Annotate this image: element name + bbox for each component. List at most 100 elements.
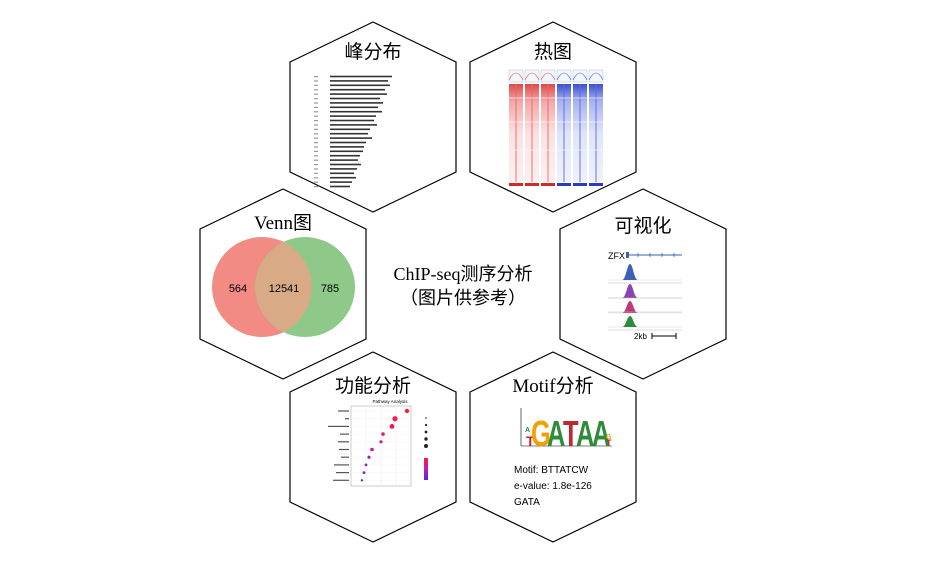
peak-row-label xyxy=(314,168,318,170)
peak-row-bar xyxy=(330,150,363,153)
pathway-dot xyxy=(389,424,395,429)
peak-row-label xyxy=(314,106,318,108)
motif-letter: A xyxy=(576,414,594,454)
legend-size-dot xyxy=(424,430,428,434)
pathway-label xyxy=(334,464,349,466)
motif-line: Motif: BTTATCW xyxy=(514,465,589,476)
signal-peak xyxy=(622,284,638,298)
peak-row-bar xyxy=(330,141,366,144)
peak-row-label xyxy=(314,137,318,139)
peak-row-label xyxy=(314,142,318,144)
pathway-label xyxy=(336,472,349,474)
heatmap-colorbar xyxy=(541,183,555,186)
heatmap-column xyxy=(589,84,603,182)
peak-row-bar xyxy=(330,159,358,161)
peak-title: 峰分布 xyxy=(344,41,401,63)
heatmap-profile xyxy=(588,69,604,83)
peak-row-bar xyxy=(330,172,354,175)
viz-title: 可视化 xyxy=(614,215,671,237)
heatmap-title: 热图 xyxy=(534,41,572,63)
dotplot-title: Pathway Analysis xyxy=(372,399,408,404)
heatmap-colorbar xyxy=(509,183,523,186)
venn-diagram: 564 12541 785 xyxy=(212,237,355,337)
pathway-dot xyxy=(381,432,385,436)
motif-letter: T xyxy=(563,414,579,454)
peak-row-bar xyxy=(330,75,392,78)
peak-row-bar xyxy=(330,137,372,139)
track-visualization: ZFX 2kb xyxy=(608,251,682,341)
func-title: 功能分析 xyxy=(335,375,411,397)
pathway-label xyxy=(340,433,349,435)
svg-text:G: G xyxy=(606,434,612,441)
heatmap-colorbar xyxy=(589,183,603,186)
peak-row-bar xyxy=(330,119,374,122)
center-subtitle: （图片供参考） xyxy=(400,288,526,308)
peak-row-bar xyxy=(330,110,382,113)
peak-row-label xyxy=(314,115,318,117)
motif-title: Motif分析 xyxy=(512,375,593,397)
heatmap-profile xyxy=(524,69,540,83)
peak-row-bar xyxy=(330,168,357,170)
pathway-dot xyxy=(379,440,383,444)
heatmap-column xyxy=(557,84,571,182)
legend-size-dot xyxy=(424,444,428,448)
heatmap-colorbar xyxy=(573,183,587,186)
heatmap-column xyxy=(541,84,555,182)
heatmap-profile xyxy=(508,69,524,83)
peak-row-label xyxy=(314,80,318,82)
peak-row-label xyxy=(314,128,318,130)
venn-right-value: 785 xyxy=(321,283,339,295)
heatmap-colorbar xyxy=(525,183,539,186)
svg-text:A: A xyxy=(525,427,530,434)
peak-row-label xyxy=(314,177,318,179)
pathway-label xyxy=(338,410,349,412)
signal-peak xyxy=(622,301,638,313)
dotplot-colorbar xyxy=(424,458,428,480)
center-title: ChIP-seq测序分析 xyxy=(394,264,533,284)
peak-row-bar xyxy=(330,146,364,148)
venn-overlap xyxy=(255,242,312,332)
pathway-dot xyxy=(364,463,368,467)
peak-row-label xyxy=(314,164,318,166)
heatmap-colorbar xyxy=(557,183,571,186)
heatmap-column xyxy=(573,84,587,182)
peak-row-label xyxy=(314,186,318,188)
pathway-label xyxy=(328,425,349,427)
peak-row-label xyxy=(314,146,318,148)
peak-row-label xyxy=(314,133,318,135)
peak-row-label xyxy=(314,172,318,174)
peak-row-label xyxy=(314,98,318,100)
pathway-label xyxy=(339,448,349,451)
legend-size-dot xyxy=(424,423,428,427)
signal-peak xyxy=(622,316,638,327)
motif-factor: GATA xyxy=(514,497,540,508)
peak-row-bar xyxy=(330,97,380,100)
motif-minor-letter: T xyxy=(526,433,535,449)
pathway-label xyxy=(345,418,349,420)
heatmap-profile xyxy=(556,69,572,83)
peak-row-bar xyxy=(330,124,377,126)
hex-viz xyxy=(559,188,727,380)
peak-row-label xyxy=(314,89,318,91)
peak-row-bar xyxy=(330,163,361,166)
peak-row-bar xyxy=(330,88,385,91)
scale-bar-label: 2kb xyxy=(634,332,647,341)
pathway-dot xyxy=(370,447,374,452)
hex-motif xyxy=(469,351,637,543)
peak-row-label xyxy=(314,76,318,78)
peak-row-label xyxy=(314,124,318,126)
pathway-dot xyxy=(367,455,371,459)
peak-row-bar xyxy=(330,154,360,157)
peak-row-label xyxy=(314,159,318,161)
heatmap-column xyxy=(525,84,539,182)
pathway-label xyxy=(341,456,349,458)
heatmap-column xyxy=(509,84,523,182)
motif-evalue: e-value: 1.8e-126 xyxy=(514,481,592,492)
venn-middle-value: 12541 xyxy=(269,283,300,295)
venn-title: Venn图 xyxy=(254,213,312,234)
motif-letter: G xyxy=(531,414,551,454)
heatmap-profile xyxy=(572,69,588,83)
legend-size-dot xyxy=(424,437,428,441)
pathway-dot xyxy=(360,479,364,482)
peak-row-bar xyxy=(330,181,352,183)
